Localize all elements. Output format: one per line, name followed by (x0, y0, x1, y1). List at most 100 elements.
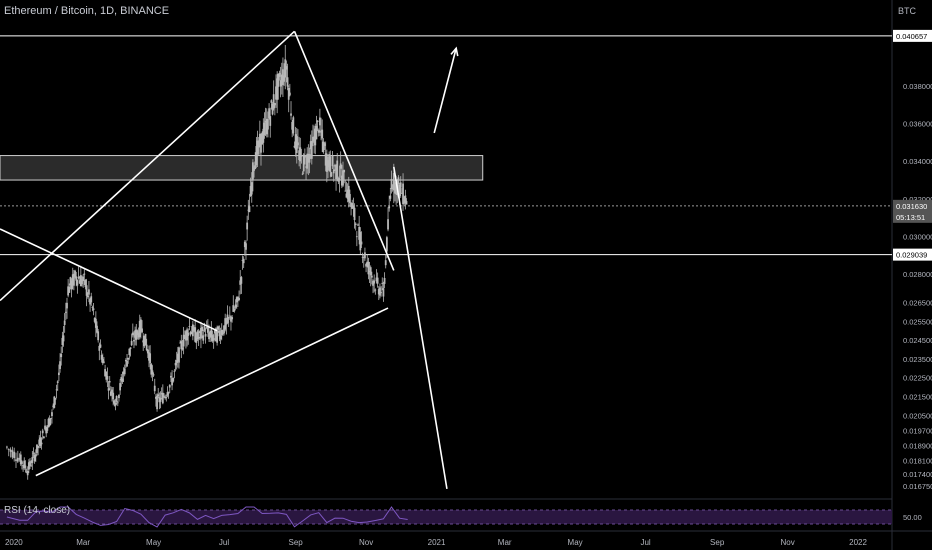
candle-body (339, 163, 342, 169)
y-tick-label: 0.020500 (903, 411, 932, 420)
candle-body (227, 317, 230, 319)
candle-body (315, 125, 318, 140)
candle-body (49, 418, 52, 419)
candle-body (260, 133, 262, 153)
candle-body (67, 286, 70, 296)
candle-body (151, 370, 154, 375)
candle-body (52, 405, 55, 407)
y-tick-label: 0.030000 (903, 233, 932, 242)
candle-body (63, 320, 66, 325)
candle-body (402, 183, 404, 205)
candle-body (286, 77, 289, 87)
candle-body (344, 190, 347, 192)
candle-body (249, 186, 252, 196)
candle-body (29, 461, 31, 466)
candle-body (279, 80, 282, 87)
candle-body (262, 128, 265, 143)
candle-body (23, 460, 26, 469)
candle-body (336, 160, 339, 179)
candle-body (79, 275, 82, 287)
candle-body (269, 116, 272, 126)
candle-body (11, 450, 14, 458)
candle-body (76, 279, 79, 286)
candle-body (301, 173, 304, 175)
candle-body (367, 261, 370, 275)
candle-body (383, 277, 386, 284)
candle-body (200, 327, 202, 339)
candle-body (327, 160, 329, 171)
candle-body (352, 205, 355, 209)
candle-body (343, 169, 346, 173)
candle-body (171, 378, 173, 386)
y-tick-label: 0.026500 (903, 298, 932, 307)
candle-body (361, 257, 364, 258)
candle-body (152, 374, 155, 376)
candle-body (243, 241, 246, 248)
candle-body (372, 281, 374, 286)
candle-body (241, 259, 244, 261)
candle-body (268, 108, 270, 119)
candle-body (47, 418, 50, 428)
candle-body (403, 202, 406, 204)
candle-body (146, 349, 149, 354)
candle-body (384, 260, 387, 266)
candle-body (62, 335, 65, 342)
candle-body (182, 334, 185, 347)
level-top-badge-text: 0.040657 (896, 32, 927, 41)
candle-body (85, 285, 88, 296)
x-tick-label: Jul (219, 538, 229, 547)
candle-body (365, 263, 367, 267)
candle-body (99, 344, 102, 348)
candle-body (144, 333, 147, 346)
candle-body (188, 326, 191, 327)
candle-body (335, 165, 337, 180)
candle-body (84, 280, 87, 288)
x-tick-label: Mar (76, 538, 90, 547)
candle-body (74, 270, 76, 277)
candle-body (59, 361, 61, 369)
candle-body (174, 362, 177, 366)
candle-body (270, 100, 273, 103)
candle-body (294, 134, 297, 150)
candle-body (297, 142, 299, 146)
x-tick-label: Jul (640, 538, 650, 547)
candle-body (254, 161, 257, 169)
rsi-band (0, 510, 892, 524)
candle-body (107, 388, 110, 391)
candle-body (149, 353, 152, 364)
candle-body (137, 332, 140, 338)
candle-body (307, 153, 310, 163)
candle-body (193, 327, 195, 331)
candle-body (355, 236, 358, 238)
y-tick-label: 0.036000 (903, 120, 932, 129)
arrow-head (450, 46, 459, 57)
candle-body (32, 452, 35, 454)
candle-body (223, 325, 225, 334)
candle-body (101, 358, 104, 364)
candle-body (235, 297, 238, 303)
x-tick-label: May (146, 538, 161, 547)
candle-body (285, 66, 288, 70)
candle-body (391, 188, 394, 190)
candle-body (250, 182, 253, 195)
candle-body (60, 353, 63, 358)
candle-body (305, 166, 307, 168)
candle-body (128, 348, 131, 356)
current-price-badge-text: 05:13:51 (896, 213, 925, 222)
y-tick-label: 0.018100 (903, 457, 932, 466)
candle-body (178, 347, 180, 363)
candle-body (83, 273, 86, 275)
candle-body (329, 156, 332, 173)
candle-body (130, 340, 133, 346)
candle-body (37, 446, 40, 448)
candle-body (197, 336, 200, 339)
candle-body (220, 329, 223, 335)
candle-body (88, 289, 90, 295)
candle-body (404, 195, 407, 204)
y-tick-label: 0.024500 (903, 336, 932, 345)
candle-body (234, 304, 237, 308)
candle-body (142, 340, 145, 343)
candle-body (118, 394, 120, 399)
candle-body (42, 436, 45, 439)
